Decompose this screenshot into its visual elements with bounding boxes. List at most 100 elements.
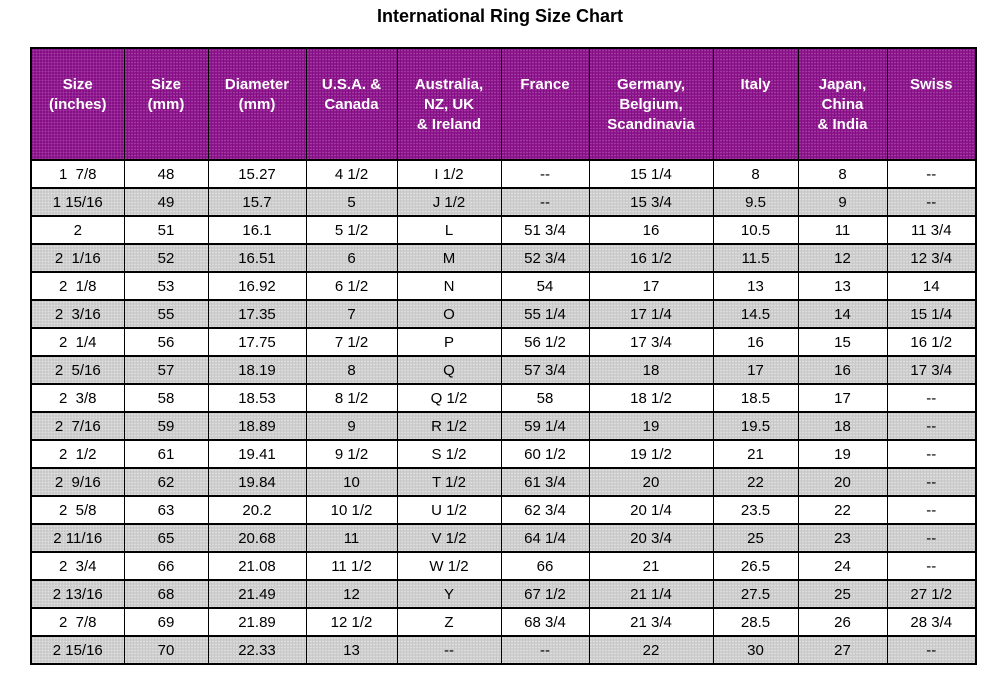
table-cell: 21 3/4 <box>588 607 714 637</box>
table-cell: 58 <box>123 383 209 413</box>
table-cell: 62 <box>123 467 209 497</box>
table-cell: 2 3/8 <box>30 383 125 413</box>
table-cell: 15 1/4 <box>588 159 714 189</box>
table-header-row: Size (inches) Size (mm) Diameter (mm) U.… <box>30 48 977 161</box>
table-cell: 18.19 <box>207 355 307 385</box>
table-cell: 30 <box>712 635 799 665</box>
table-cell: 15 3/4 <box>588 187 714 217</box>
table-cell: 12 <box>797 243 888 273</box>
table-cell: -- <box>886 523 977 553</box>
table-row: 2 7/16 59 18.89 9 R 1/2 59 1/4 19 19.5 18 -- <box>30 411 977 441</box>
table-cell: 6 <box>305 243 398 273</box>
table-cell: 22 <box>797 495 888 525</box>
table-cell: 25 <box>712 523 799 553</box>
table-cell: 53 <box>123 271 209 301</box>
table-cell: 13 <box>712 271 799 301</box>
column-header-diameter-mm: Diameter (mm) <box>207 48 307 161</box>
table-cell: 70 <box>123 635 209 665</box>
table-cell: 17.75 <box>207 327 307 357</box>
table-cell: 17 <box>797 383 888 413</box>
table-cell: 18.5 <box>712 383 799 413</box>
table-cell: S 1/2 <box>396 439 502 469</box>
table-cell: 10 1/2 <box>305 495 398 525</box>
table-cell: 16.92 <box>207 271 307 301</box>
table-cell: 21 <box>712 439 799 469</box>
table-header: Size (inches) Size (mm) Diameter (mm) U.… <box>30 48 977 161</box>
table-cell: 7 <box>305 299 398 329</box>
table-cell: 2 1/4 <box>30 327 125 357</box>
table-cell: T 1/2 <box>396 467 502 497</box>
table-cell: 19 1/2 <box>588 439 714 469</box>
table-cell: J 1/2 <box>396 187 502 217</box>
table-cell: 2 1/2 <box>30 439 125 469</box>
table-cell: 20 <box>588 467 714 497</box>
table-cell: 23.5 <box>712 495 799 525</box>
table-cell: 61 <box>123 439 209 469</box>
table-row: 2 7/8 69 21.89 12 1/2 Z 68 3/4 21 3/4 28.5 26 28 … <box>30 607 977 637</box>
table-cell: L <box>396 215 502 245</box>
table-row: 2 5/16 57 18.19 8 Q 57 3/4 18 17 16 17 3/4 <box>30 355 977 385</box>
table-row: 2 3/4 66 21.08 11 1/2 W 1/2 66 21 26.5 24 -- <box>30 551 977 581</box>
table-cell: 60 1/2 <box>500 439 590 469</box>
table-row: 2 1/8 53 16.92 6 1/2 N 54 17 13 13 14 <box>30 271 977 301</box>
table-cell: 27.5 <box>712 579 799 609</box>
table-cell: 19 <box>588 411 714 441</box>
table-cell: -- <box>396 635 502 665</box>
table-cell: -- <box>886 551 977 581</box>
table-cell: -- <box>500 635 590 665</box>
table-cell: 10 <box>305 467 398 497</box>
table-cell: 2 <box>30 215 125 245</box>
table-cell: 22.33 <box>207 635 307 665</box>
table-cell: 19.84 <box>207 467 307 497</box>
table-cell: 7 1/2 <box>305 327 398 357</box>
table-row: 2 13/16 68 21.49 12 Y 67 1/2 21 1/4 27.5 25 27 1/… <box>30 579 977 609</box>
table-cell: 57 3/4 <box>500 355 590 385</box>
table-cell: Q 1/2 <box>396 383 502 413</box>
table-cell: 10.5 <box>712 215 799 245</box>
table-cell: 8 <box>712 159 799 189</box>
table-row: 2 9/16 62 19.84 10 T 1/2 61 3/4 20 22 20 -- <box>30 467 977 497</box>
column-header-italy: Italy <box>712 48 799 161</box>
table-cell: 24 <box>797 551 888 581</box>
table-cell: 58 <box>500 383 590 413</box>
table-cell: 17 <box>588 271 714 301</box>
table-cell: I 1/2 <box>396 159 502 189</box>
table-cell: 52 3/4 <box>500 243 590 273</box>
table-cell: 49 <box>123 187 209 217</box>
table-cell: 56 1/2 <box>500 327 590 357</box>
table-cell: 52 <box>123 243 209 273</box>
page-title: International Ring Size Chart <box>376 6 624 26</box>
table-cell: 21.49 <box>207 579 307 609</box>
table-cell: 18.89 <box>207 411 307 441</box>
table-cell: 18 1/2 <box>588 383 714 413</box>
table-cell: 8 1/2 <box>305 383 398 413</box>
table-cell: M <box>396 243 502 273</box>
table-cell: -- <box>886 411 977 441</box>
table-cell: 19 <box>797 439 888 469</box>
table-cell: 14 <box>886 271 977 301</box>
table-cell: -- <box>886 383 977 413</box>
table-cell: 17 3/4 <box>588 327 714 357</box>
table-cell: 13 <box>797 271 888 301</box>
table-cell: 11.5 <box>712 243 799 273</box>
table-cell: 2 9/16 <box>30 467 125 497</box>
table-cell: 17 <box>712 355 799 385</box>
table-cell: 18 <box>588 355 714 385</box>
table-cell: 21.08 <box>207 551 307 581</box>
table-cell: 64 1/4 <box>500 523 590 553</box>
table-cell: 15.27 <box>207 159 307 189</box>
table-row: 2 1/16 52 16.51 6 M 52 3/4 16 1/2 11.5 12 12 3/4 <box>30 243 977 273</box>
table-cell: 17 1/4 <box>588 299 714 329</box>
table-cell: 26 <box>797 607 888 637</box>
table-cell: 2 5/16 <box>30 355 125 385</box>
table-cell: 22 <box>588 635 714 665</box>
table-cell: 16.51 <box>207 243 307 273</box>
table-cell: 16.1 <box>207 215 307 245</box>
column-header-germany-belgium-scandinavia: Germany, Belgium, Scandinavia <box>588 48 714 161</box>
table-cell: 12 1/2 <box>305 607 398 637</box>
table-row: 2 15/16 70 22.33 13 -- -- 22 30 27 -- <box>30 635 977 665</box>
table-cell: 57 <box>123 355 209 385</box>
table-cell: 16 <box>712 327 799 357</box>
table-cell: 26.5 <box>712 551 799 581</box>
column-header-usa-canada: U.S.A. & Canada <box>305 48 398 161</box>
